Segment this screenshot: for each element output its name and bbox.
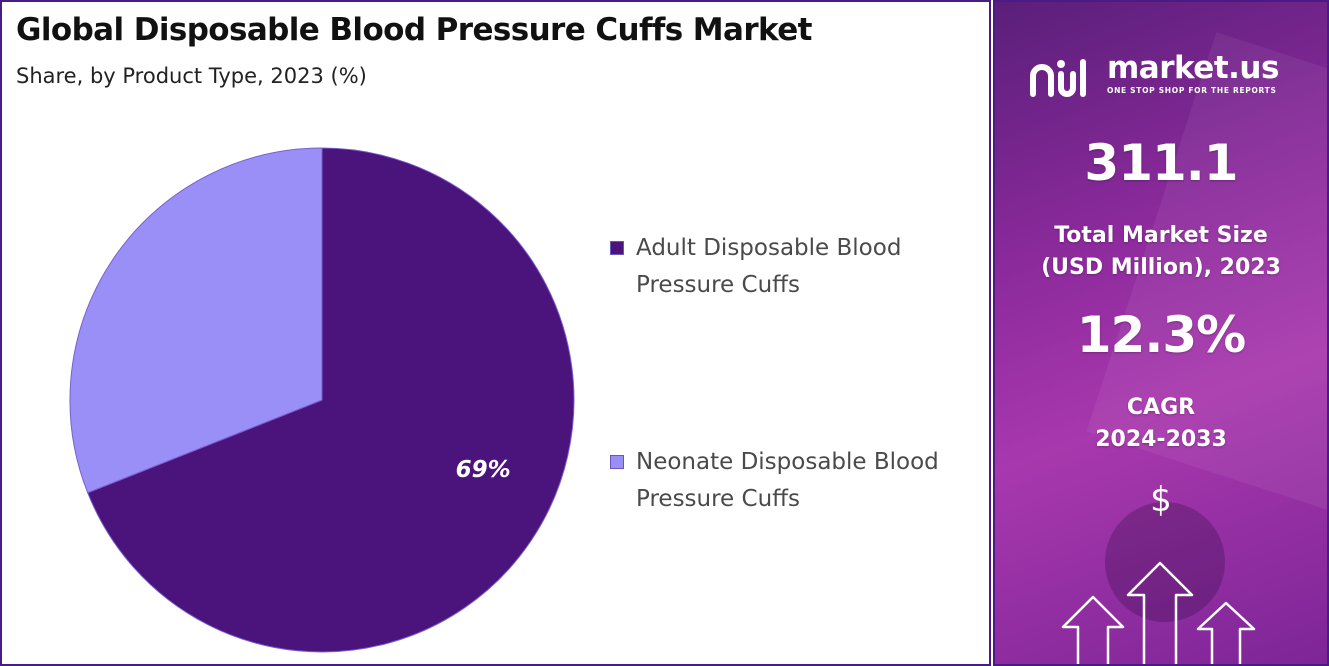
market-size-label-line2: (USD Million), 2023 bbox=[1041, 255, 1281, 280]
up-arrows-icon bbox=[1061, 561, 1256, 664]
legend-swatch-neonate bbox=[610, 455, 624, 469]
legend-swatch-adult bbox=[610, 241, 624, 255]
cagr-value: 12.3% bbox=[1076, 306, 1246, 364]
pie-chart: 69% bbox=[69, 147, 575, 653]
legend-item-adult: Adult Disposable Blood Pressure Cuffs bbox=[610, 230, 980, 304]
background-decoration-circle bbox=[1105, 502, 1225, 622]
logo-text: market.us bbox=[1107, 50, 1279, 86]
dollar-icon: $ bbox=[1150, 480, 1172, 520]
legend-item-neonate: Neonate Disposable Blood Pressure Cuffs bbox=[610, 444, 980, 518]
legend-label-adult-line2: Pressure Cuffs bbox=[636, 272, 800, 298]
chart-panel: Global Disposable Blood Pressure Cuffs M… bbox=[0, 0, 991, 666]
pie-slice-adult bbox=[87, 147, 575, 653]
legend-label-adult-line1: Adult Disposable Blood bbox=[636, 235, 902, 261]
legend-label-neonate-line1: Neonate Disposable Blood bbox=[636, 449, 939, 475]
summary-panel: market.us ONE STOP SHOP FOR THE REPORTS … bbox=[993, 0, 1329, 666]
market-size-value: 311.1 bbox=[1084, 134, 1238, 192]
legend-label-adult: Adult Disposable Blood Pressure Cuffs bbox=[636, 230, 901, 304]
market-size-label-line1: Total Market Size bbox=[1054, 223, 1268, 248]
brand-logo: market.us ONE STOP SHOP FOR THE REPORTS bbox=[1027, 50, 1307, 108]
pie-slice-neonate bbox=[69, 147, 323, 494]
legend-label-neonate: Neonate Disposable Blood Pressure Cuffs bbox=[636, 444, 939, 518]
chart-subtitle: Share, by Product Type, 2023 (%) bbox=[16, 64, 367, 88]
cagr-label-line2: 2024-2033 bbox=[1095, 427, 1227, 452]
market-size-label: Total Market Size (USD Million), 2023 bbox=[995, 220, 1327, 284]
legend-label-neonate-line2: Pressure Cuffs bbox=[636, 486, 800, 512]
logo-tagline: ONE STOP SHOP FOR THE REPORTS bbox=[1107, 86, 1277, 95]
cagr-label: CAGR 2024-2033 bbox=[995, 392, 1327, 456]
data-label-adult: 69% bbox=[456, 457, 511, 483]
page-title: Global Disposable Blood Pressure Cuffs M… bbox=[16, 12, 812, 48]
market-us-logo-icon bbox=[1030, 59, 1086, 97]
cagr-label-line1: CAGR bbox=[1126, 395, 1196, 420]
